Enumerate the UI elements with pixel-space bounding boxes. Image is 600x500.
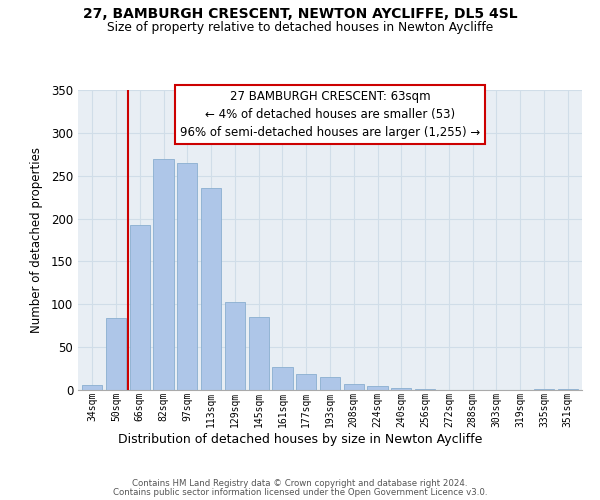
Bar (106, 318, 126, 390)
Text: 27 BAMBURGH CRESCENT: 63sqm
← 4% of detached houses are smaller (53)
96% of semi: 27 BAMBURGH CRESCENT: 63sqm ← 4% of deta… (180, 90, 480, 139)
Bar (248, 317, 269, 390)
Bar (534, 389, 554, 390)
Bar (225, 302, 245, 390)
Text: Size of property relative to detached houses in Newton Aycliffe: Size of property relative to detached ho… (107, 21, 493, 34)
Bar (296, 374, 316, 390)
Text: Contains HM Land Registry data © Crown copyright and database right 2024.: Contains HM Land Registry data © Crown c… (132, 478, 468, 488)
Bar (177, 163, 197, 390)
Text: Distribution of detached houses by size in Newton Aycliffe: Distribution of detached houses by size … (118, 432, 482, 446)
Bar (82, 385, 103, 390)
Bar (557, 389, 578, 390)
Bar (344, 384, 364, 390)
Bar (320, 377, 340, 390)
Bar (272, 367, 293, 390)
Text: Contains public sector information licensed under the Open Government Licence v3: Contains public sector information licen… (113, 488, 487, 497)
Bar (391, 388, 412, 390)
Bar (154, 158, 173, 390)
Bar (367, 386, 388, 390)
Bar (415, 389, 435, 390)
Text: 27, BAMBURGH CRESCENT, NEWTON AYCLIFFE, DL5 4SL: 27, BAMBURGH CRESCENT, NEWTON AYCLIFFE, … (83, 8, 517, 22)
Bar (130, 224, 150, 390)
Y-axis label: Number of detached properties: Number of detached properties (29, 147, 43, 333)
Bar (201, 188, 221, 390)
